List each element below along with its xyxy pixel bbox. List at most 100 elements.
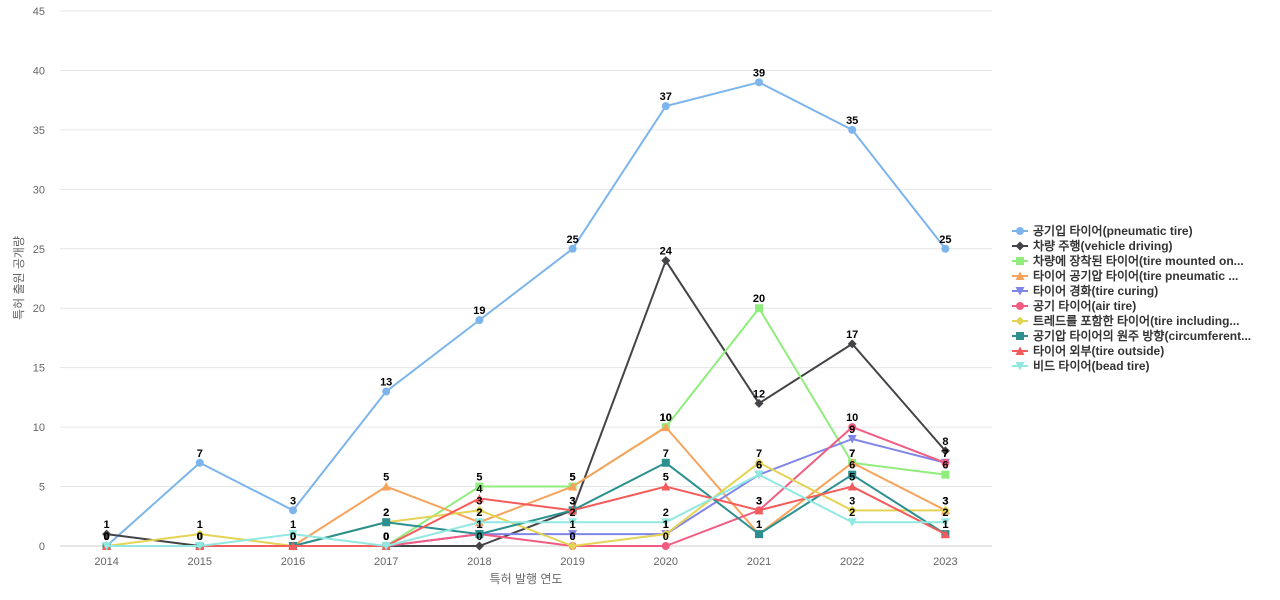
data-label: 2 (570, 507, 576, 519)
data-point (475, 530, 484, 539)
legend-marker (1015, 241, 1025, 251)
data-point (661, 518, 671, 527)
data-label: 0 (476, 531, 482, 543)
data-label: 0 (104, 531, 110, 543)
data-label: 24 (660, 246, 673, 258)
data-label: 1 (570, 519, 576, 531)
y-axis-ticks: 0 5 10 15 20 25 30 35 40 45 (33, 6, 45, 553)
data-label: 0 (197, 531, 203, 543)
data-point (847, 339, 857, 349)
x-tick-label: 2016 (281, 556, 305, 568)
legend-label: 차량 주행(vehicle driving) (1033, 238, 1173, 253)
data-point (568, 518, 578, 527)
data-point (847, 458, 857, 467)
data-point (847, 518, 857, 527)
legend-label: 타이어 경화(tire curing) (1033, 283, 1158, 298)
legend-label: 트레드를 포함한 타이어(tire including... (1033, 313, 1239, 328)
data-label: 6 (849, 460, 855, 472)
data-label: 3 (756, 495, 762, 507)
y-tick-label: 35 (33, 125, 45, 137)
legend-item[interactable]: 공기입 타이어(pneumatic tire) (1012, 223, 1193, 238)
y-tick-label: 40 (33, 65, 45, 77)
x-tick-label: 2015 (188, 556, 212, 568)
data-label: 0 (570, 531, 576, 543)
data-label: 2 (476, 507, 482, 519)
data-point (847, 435, 857, 444)
data-label: 3 (756, 495, 762, 507)
data-label: 0 (383, 531, 389, 543)
data-label: 0 (290, 531, 296, 543)
x-tick-label: 2014 (94, 556, 118, 568)
data-point (847, 505, 857, 515)
legend-marker (1015, 287, 1025, 296)
legend-item[interactable]: 트레드를 포함한 타이어(tire including... (1012, 313, 1239, 328)
y-tick-label: 45 (33, 6, 45, 18)
data-point (848, 125, 857, 134)
data-label: 10 (660, 412, 672, 424)
legend-label: 차량에 장착된 타이어(tire mounted on... (1033, 253, 1244, 268)
legend-item[interactable]: 비드 타이어(bead tire) (1012, 358, 1150, 373)
series-line (106, 485, 946, 547)
y-axis-title: 특허 출원 공개량 (12, 236, 26, 320)
data-label: 0 (290, 531, 296, 543)
legend[interactable]: 공기입 타이어(pneumatic tire)차량 주행(vehicle dri… (1012, 223, 1251, 373)
series-10[interactable] (102, 470, 950, 551)
legend-item[interactable]: 공기 타이어(air tire) (1012, 298, 1136, 313)
legend-item[interactable]: 타이어 공기압 타이어(tire pneumatic ... (1012, 268, 1238, 283)
data-label: 6 (756, 460, 762, 472)
data-label: 0 (104, 531, 110, 543)
data-point (941, 244, 950, 253)
data-point (382, 387, 391, 396)
data-label: 5 (383, 472, 389, 484)
data-label: 5 (570, 472, 576, 484)
data-point (848, 423, 857, 432)
data-point (941, 470, 950, 479)
data-label: 2 (849, 507, 855, 519)
data-label: 6 (942, 460, 948, 472)
legend-item[interactable]: 타이어 외부(tire outside) (1012, 343, 1164, 358)
data-label: 9 (849, 424, 855, 436)
grid-lines (60, 10, 992, 547)
data-point (848, 470, 857, 479)
data-label: 2 (383, 507, 389, 519)
data-point (661, 482, 671, 491)
data-label: 0 (104, 531, 110, 543)
data-label: 0 (104, 531, 110, 543)
data-label: 35 (846, 115, 858, 127)
data-point (661, 529, 671, 539)
y-tick-label: 20 (33, 303, 45, 315)
legend-marker (1016, 227, 1024, 235)
data-label: 37 (660, 91, 672, 103)
data-point (847, 482, 857, 491)
data-point (940, 529, 950, 539)
data-label: 20 (753, 293, 765, 305)
series-1[interactable] (102, 78, 950, 550)
data-label: 0 (383, 531, 389, 543)
data-label: 0 (290, 531, 296, 543)
data-label: 19 (473, 305, 485, 317)
data-label: 0 (663, 531, 669, 543)
legend-item[interactable]: 차량 주행(vehicle driving) (1012, 238, 1173, 253)
data-point (940, 518, 950, 527)
data-label: 25 (939, 234, 951, 246)
data-label: 0 (197, 531, 203, 543)
legend-item[interactable]: 차량에 장착된 타이어(tire mounted on... (1012, 253, 1244, 268)
data-label: 10 (846, 412, 858, 424)
data-label: 7 (849, 448, 855, 460)
data-label: 0 (290, 531, 296, 543)
legend-item[interactable]: 공기압 타이어의 원주 방향(circumferent... (1012, 328, 1251, 343)
data-label: 2 (942, 507, 948, 519)
legend-label: 공기 타이어(air tire) (1033, 298, 1136, 313)
series-line (106, 473, 946, 547)
x-axis-ticks: 2014 2015 2016 2017 2018 2019 2020 2021 2022 2023 (94, 556, 957, 568)
data-label: 4 (476, 483, 483, 495)
data-point (568, 530, 578, 539)
legend-marker (1016, 257, 1024, 265)
data-label: 0 (383, 531, 389, 543)
data-point (568, 482, 578, 491)
legend-item[interactable]: 타이어 경화(tire curing) (1012, 283, 1158, 298)
data-point (754, 398, 764, 408)
data-point (754, 458, 764, 468)
data-label: 7 (849, 448, 855, 460)
data-point (288, 541, 298, 550)
